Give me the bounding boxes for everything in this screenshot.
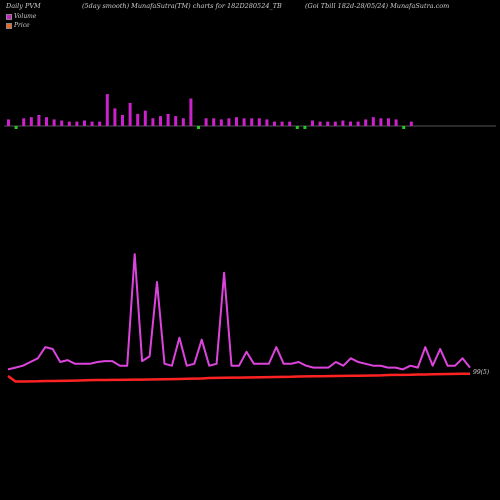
volume-bar [318, 121, 322, 126]
volume-bar [273, 121, 276, 126]
volume-bar [219, 119, 223, 126]
volume-bar [197, 126, 200, 129]
volume-bar [67, 121, 71, 126]
legend-volume: Volume [6, 13, 36, 20]
volume-bar [242, 118, 246, 126]
volume-bar [37, 115, 41, 126]
volume-bar [235, 117, 238, 126]
volume-bar [333, 121, 337, 126]
volume-bar [90, 121, 94, 126]
volume-bar [113, 108, 117, 126]
volume-bar [60, 120, 64, 126]
legend-volume-label: Volume [14, 13, 37, 20]
volume-bar [303, 126, 307, 129]
volume-bar [7, 119, 10, 126]
volume-bar [356, 121, 360, 126]
volume-bar [151, 118, 155, 126]
volume-bar [75, 121, 79, 126]
volume-bar [136, 113, 140, 126]
volume-bar [409, 121, 413, 126]
volume-bar [394, 119, 398, 126]
header-center-title: (5day smooth) MunafaSutra(TM) charts for… [82, 2, 282, 10]
volume-bar [204, 118, 208, 126]
volume-bar [121, 115, 124, 126]
volume-bar [311, 120, 314, 126]
last-price-label: 99(5) [473, 369, 490, 376]
volume-bar [379, 118, 383, 126]
volume-bar [45, 117, 48, 126]
volume-bar [189, 98, 193, 126]
volume-bar [250, 118, 254, 126]
legend-price-label: Price [14, 22, 30, 29]
volume-bar [83, 120, 86, 126]
volume-bar [14, 126, 18, 129]
volume-bar [387, 118, 390, 126]
legend-price: Price [6, 22, 30, 29]
volume-bar [227, 118, 231, 126]
volume-bar [98, 121, 102, 126]
volume-bar [280, 121, 284, 126]
volume-bar [166, 113, 170, 126]
volume-bar [265, 119, 269, 126]
legend-volume-swatch [6, 13, 12, 20]
volume-bar [22, 118, 26, 126]
volume-bar [371, 117, 375, 126]
volume-bar [364, 119, 368, 126]
price-line [7, 372, 470, 383]
volume-bar [128, 102, 132, 126]
volume-bar [288, 121, 292, 126]
volume-bar [159, 116, 162, 126]
volume-bar [257, 118, 261, 126]
volume-bars [7, 94, 413, 129]
volume-bar [341, 120, 345, 126]
volume-bar [143, 110, 147, 126]
volume-bar [29, 117, 33, 126]
volume-bar [174, 116, 178, 126]
volume-smooth-line [7, 253, 471, 371]
volume-bar [295, 126, 299, 129]
volume-bar [52, 119, 56, 126]
volume-bar [181, 118, 185, 126]
header-right-title: (Goi Tbill 182d-28/05/24) MunafaSutra.co… [305, 2, 450, 10]
volume-bar [212, 118, 216, 126]
volume-bar [349, 121, 352, 126]
header-left-title: Daily PVM [6, 2, 41, 10]
volume-bar [402, 126, 406, 129]
volume-bar [326, 121, 330, 126]
legend-price-swatch [6, 22, 12, 29]
volume-bar [105, 94, 109, 126]
